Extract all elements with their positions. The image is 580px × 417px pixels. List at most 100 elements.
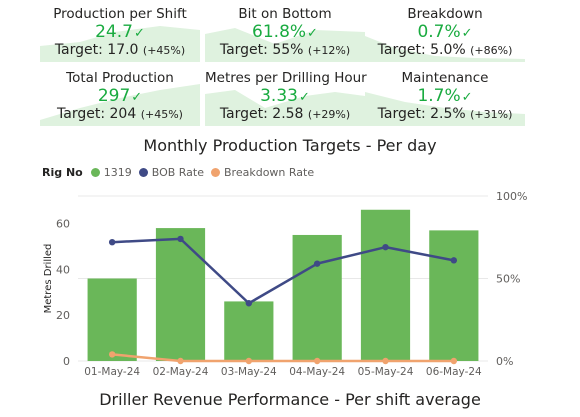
kpi-target-pct: (+45%) (140, 108, 183, 121)
y-tick-label: 40 (56, 263, 70, 276)
breakdown-rate-line (112, 353, 454, 363)
kpi-card-production-per-shift[interactable]: Production per Shift 24.7✓ Target: 17.0 … (40, 4, 200, 62)
kpi-value-text: 61.8% (252, 22, 307, 42)
bob-rate-line (112, 237, 455, 305)
sparkline (205, 90, 365, 126)
kpi-target-text: Target: 204 (57, 106, 137, 122)
check-icon: ✓ (298, 90, 310, 105)
bar-03-May-24 (224, 301, 274, 361)
kpi-target-pct: (+45%) (142, 44, 186, 57)
sparkline-area (365, 36, 525, 62)
legend-dot (211, 168, 220, 177)
bar-02-May-24 (155, 228, 206, 361)
sparkline-area (205, 90, 365, 126)
kpi-target: Target: 2.58 (+29%) (205, 106, 365, 122)
breakdown-rate-point (382, 357, 389, 365)
legend-item-breakdown-rate[interactable]: Breakdown Rate (211, 166, 314, 179)
x-tick-label: 03-May-24 (221, 366, 277, 378)
sparkline-area (40, 26, 200, 62)
kpi-title: Metres per Drilling Hour (205, 70, 367, 86)
kpi-target-text: Target: 2.58 (219, 106, 304, 122)
check-icon: ✓ (133, 26, 145, 41)
kpi-value: 3.33✓ (205, 86, 365, 106)
legend-dot (90, 168, 100, 177)
sparkline (40, 84, 200, 126)
bob-rate-point (313, 260, 321, 267)
kpi-card-total-production[interactable]: Total Production 297✓ Target: 204 (+45%) (40, 68, 200, 126)
kpi-card-maintenance[interactable]: Maintenance 1.7%✓ Target: 2.5% (+31%) (365, 68, 525, 126)
x-tick-label: 05-May-24 (358, 366, 414, 378)
legend-label: 1319 (103, 166, 132, 179)
bob-rate-point (177, 235, 184, 243)
sparkline (205, 28, 365, 62)
legend-label: Breakdown Rate (224, 166, 315, 179)
kpi-value: 1.7%✓ (365, 86, 525, 106)
sparkline-area (205, 28, 365, 62)
driller-revenue-title: Driller Revenue Performance - Per shift … (99, 390, 481, 409)
kpi-value: 61.8%✓ (205, 22, 365, 42)
y-tick-label: 0 (63, 355, 70, 368)
chart-legend: Rig No 1319 BOB Rate Breakdown Rate (42, 166, 321, 179)
kpi-target-pct: (+29%) (307, 108, 351, 121)
kpi-target-text: Target: 55% (219, 42, 304, 58)
kpi-target: Target: 17.0 (+45%) (40, 42, 200, 58)
x-tick-label: 02-May-24 (153, 366, 209, 378)
kpi-value: 24.7✓ (40, 22, 200, 42)
legend-item-bob-rate[interactable]: BOB Rate (138, 166, 204, 179)
y2-tick-label: 100% (496, 190, 527, 203)
kpi-target-pct: (+86%) (470, 44, 513, 57)
kpi-card-breakdown[interactable]: Breakdown 0.7%✓ Target: 5.0% (+86%) (365, 4, 525, 62)
x-tick-label: 01-May-24 (84, 366, 140, 378)
bar-01-May-24 (87, 278, 137, 361)
legend-dot (138, 168, 148, 177)
kpi-card-metres-per-drilling-hour[interactable]: Metres per Drilling Hour 3.33✓ Target: 2… (205, 68, 367, 126)
combo-chart: 0% 50% 100% 0 20 40 60 Metres Drilled 01-May-24 0… (43, 190, 527, 378)
bar-05-May-24 (360, 209, 411, 361)
x-tick-label: 04-May-24 (289, 366, 345, 378)
check-icon: ✓ (131, 90, 143, 105)
y2-tick-label: 50% (496, 273, 520, 286)
kpi-target: Target: 5.0% (+86%) (365, 42, 525, 58)
legend-label: BOB Rate (151, 166, 204, 179)
sparkline-area (365, 92, 525, 126)
kpi-value-text: 297 (97, 86, 131, 106)
kpi-target-pct: (+12%) (307, 44, 351, 57)
kpi-target-text: Target: 5.0% (377, 42, 466, 58)
legend-title: Rig No (42, 166, 83, 179)
monthly-production-title: Monthly Production Targets - Per day (143, 136, 437, 155)
check-icon: ✓ (461, 90, 473, 105)
kpi-value: 0.7%✓ (365, 22, 525, 42)
kpi-value: 297✓ (40, 86, 200, 106)
kpi-card-bit-on-bottom[interactable]: Bit on Bottom 61.8%✓ Target: 55% (+12%) (205, 4, 365, 62)
kpi-target: Target: 55% (+12%) (205, 42, 365, 58)
y-tick-label: 60 (56, 218, 70, 231)
bar-04-May-24 (292, 234, 342, 361)
check-icon: ✓ (461, 26, 473, 41)
sparkline-area (40, 84, 200, 126)
kpi-target-text: Target: 17.0 (54, 42, 139, 58)
kpi-value-text: 1.7% (417, 86, 461, 106)
bob-rate-point (382, 243, 389, 251)
kpi-title: Maintenance (401, 70, 489, 86)
y-tick-label: 20 (56, 309, 70, 322)
kpi-target-pct: (+31%) (470, 108, 513, 121)
breakdown-rate-point (177, 357, 184, 365)
kpi-title: Breakdown (407, 6, 483, 22)
x-tick-label: 06-May-24 (426, 366, 482, 378)
kpi-value-text: 0.7% (417, 22, 461, 42)
kpi-target: Target: 2.5% (+31%) (365, 106, 525, 122)
breakdown-rate-point (450, 357, 458, 365)
breakdown-rate-point (108, 351, 116, 358)
bob-rate-point (450, 257, 458, 264)
legend-item-1319[interactable]: 1319 (90, 166, 132, 179)
y2-tick-label: 0% (496, 355, 513, 368)
y-axis-title: Metres Drilled (43, 244, 54, 314)
kpi-value-text: 3.33 (260, 86, 298, 106)
kpi-target: Target: 204 (+45%) (40, 106, 200, 122)
check-icon: ✓ (307, 26, 318, 41)
kpi-title: Bit on Bottom (238, 6, 332, 22)
bar-06-May-24 (429, 230, 479, 361)
bob-rate-point (108, 239, 116, 246)
breakdown-rate-point (313, 357, 321, 365)
sparkline (40, 26, 200, 62)
